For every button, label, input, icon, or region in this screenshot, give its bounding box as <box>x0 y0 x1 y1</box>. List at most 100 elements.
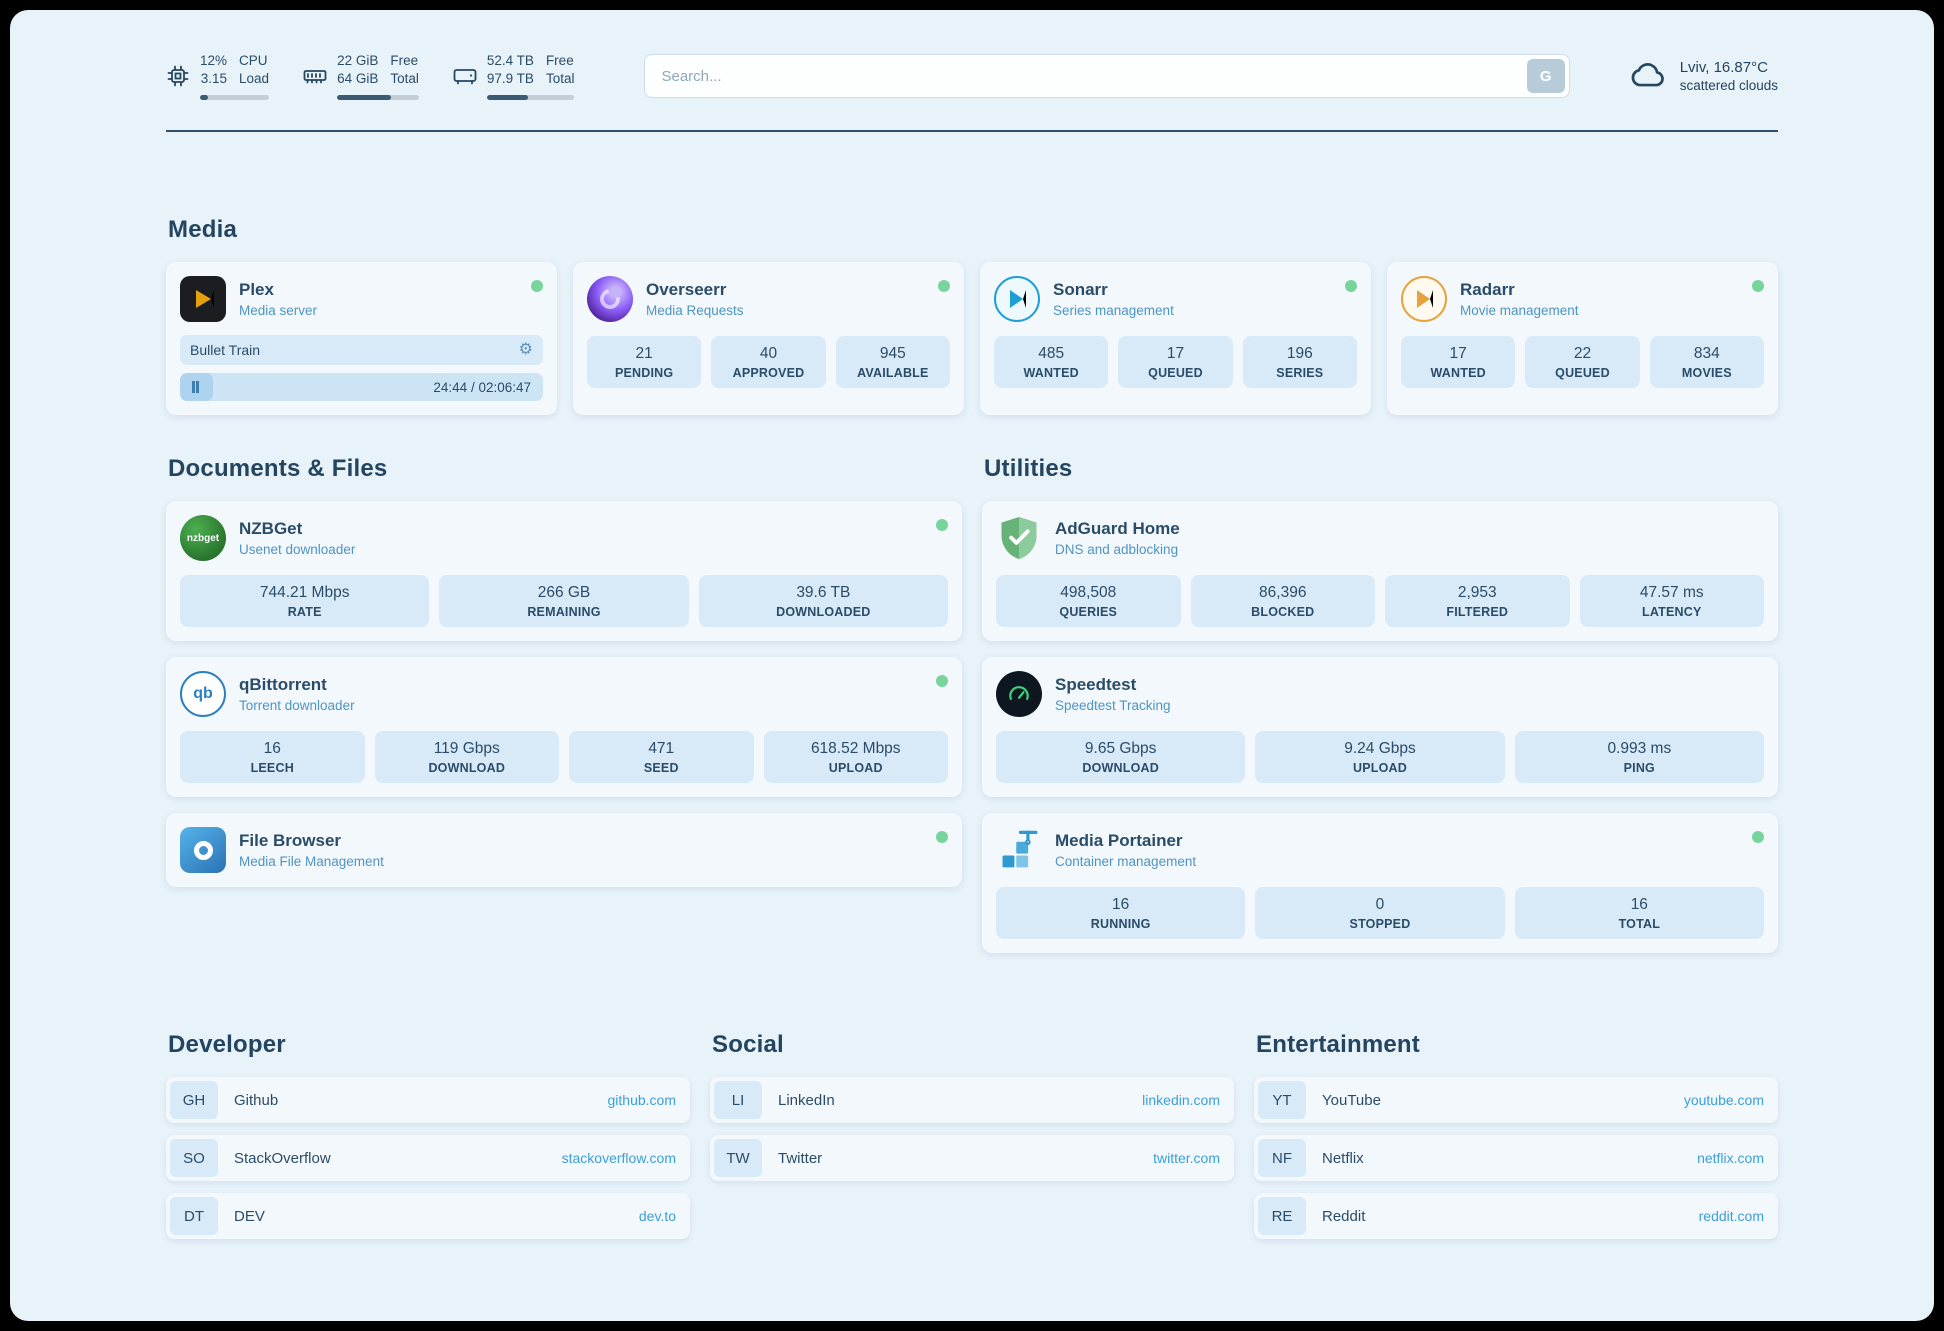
bookmark-abbr: DT <box>170 1197 218 1236</box>
disk-total-label: Total <box>545 71 575 87</box>
section-title-social: Social <box>712 1031 784 1059</box>
pause-icon[interactable] <box>192 381 199 394</box>
service-name: Media Portainer <box>1055 831 1183 851</box>
stat-stopped: 0 STOPPED <box>1255 887 1505 940</box>
service-name: qBittorrent <box>239 675 327 695</box>
service-card-sonarr[interactable]: Sonarr Series management 485 WANTED 17 Q… <box>980 262 1371 416</box>
bookmark-abbr: NF <box>1258 1139 1306 1178</box>
cpu-label: CPU <box>239 53 268 68</box>
weather-cloud-icon <box>1630 58 1668 95</box>
status-dot <box>936 675 948 688</box>
portainer-crane-icon <box>996 827 1042 873</box>
qbittorrent-icon: qb <box>180 671 226 718</box>
bookmark-name: Reddit <box>1322 1207 1366 1225</box>
stat-download: 9.65 Gbps DOWNLOAD <box>996 731 1246 784</box>
service-card-filebrowser[interactable]: File Browser Media File Management <box>166 813 962 888</box>
search-provider-button[interactable]: G <box>1526 59 1565 94</box>
bookmark-netflix[interactable]: NF Netflix netflix.com <box>1254 1135 1778 1182</box>
stat-ping: 0.993 ms PING <box>1514 731 1764 784</box>
memory-progress-bar <box>337 95 419 101</box>
bookmark-stackoverflow[interactable]: SO StackOverflow stackoverflow.com <box>166 1135 690 1182</box>
dashboard-page: 12% 3.15 CPU Load <box>10 10 1934 1322</box>
cpu-widget: 12% 3.15 CPU Load <box>166 52 270 101</box>
bookmark-url: github.com <box>607 1092 676 1109</box>
bookmark-youtube[interactable]: YT YouTube youtube.com <box>1254 1077 1778 1124</box>
service-subtitle: Media File Management <box>239 854 384 870</box>
bookmark-group-developer: Developer GH Github github.com SO StackO… <box>166 1031 690 1251</box>
section-title-documents: Documents & Files <box>168 455 388 483</box>
bookmark-abbr: LI <box>714 1081 762 1120</box>
bookmark-name: YouTube <box>1322 1091 1381 1109</box>
bookmark-dev[interactable]: DT DEV dev.to <box>166 1193 690 1240</box>
memory-free-label: Free <box>390 53 419 68</box>
bookmark-abbr: GH <box>170 1081 218 1120</box>
search-box: G <box>644 54 1570 99</box>
stat-remaining: 266 GB REMAINING <box>439 575 689 628</box>
service-name: Overseerr <box>646 280 727 300</box>
disk-icon <box>453 64 477 88</box>
memory-free: 22 GiB <box>337 53 379 68</box>
service-card-qbittorrent[interactable]: qb qBittorrent Torrent downloader 16 LEE… <box>166 657 962 798</box>
bookmark-name: Twitter <box>778 1149 823 1167</box>
bookmark-url: dev.to <box>638 1208 676 1225</box>
status-dot <box>936 519 948 532</box>
cpu-load-label: Load <box>239 71 270 87</box>
service-subtitle: DNS and adblocking <box>1055 542 1179 558</box>
bookmark-name: DEV <box>234 1207 265 1225</box>
cpu-percent: 12% <box>200 53 228 68</box>
stat-download: 119 Gbps DOWNLOAD <box>374 731 559 784</box>
status-dot <box>1752 280 1764 293</box>
bookmark-twitter[interactable]: TW Twitter twitter.com <box>710 1135 1234 1182</box>
gear-icon[interactable]: ⚙ <box>518 341 533 359</box>
service-name: AdGuard Home <box>1055 519 1180 539</box>
bookmark-url: stackoverflow.com <box>561 1150 676 1167</box>
bookmark-url: reddit.com <box>1698 1208 1764 1225</box>
service-subtitle: Movie management <box>1460 303 1579 319</box>
service-subtitle: Media Requests <box>646 303 744 319</box>
stat-downloaded: 39.6 TB DOWNLOADED <box>698 575 948 628</box>
service-card-adguard[interactable]: AdGuard Home DNS and adblocking 498,508 … <box>982 501 1778 642</box>
memory-icon <box>303 64 327 88</box>
bookmark-url: youtube.com <box>1683 1092 1764 1109</box>
status-dot <box>936 831 948 844</box>
stat-series: 196 SERIES <box>1242 336 1357 389</box>
bookmark-name: StackOverflow <box>234 1149 331 1167</box>
bookmark-name: Netflix <box>1322 1149 1364 1167</box>
bookmark-reddit[interactable]: RE Reddit reddit.com <box>1254 1193 1778 1240</box>
service-subtitle: Container management <box>1055 854 1197 870</box>
search-input[interactable] <box>644 54 1570 99</box>
adguard-shield-icon <box>996 515 1042 561</box>
disk-total: 97.9 TB <box>486 71 534 87</box>
track-title: Bullet Train <box>190 342 261 359</box>
section-title-developer: Developer <box>168 1031 286 1059</box>
service-card-nzbget[interactable]: nzbget NZBGet Usenet downloader 744.21 M… <box>166 501 962 642</box>
bookmark-url: linkedin.com <box>1142 1092 1220 1109</box>
bookmark-linkedin[interactable]: LI LinkedIn linkedin.com <box>710 1077 1234 1124</box>
service-subtitle: Speedtest Tracking <box>1055 698 1171 714</box>
plex-icon <box>180 276 226 323</box>
bookmark-name: Github <box>234 1091 279 1109</box>
service-name: Plex <box>239 280 274 300</box>
stat-total: 16 TOTAL <box>1514 887 1764 940</box>
weather-widget[interactable]: Lviv, 16.87°C scattered clouds <box>1630 58 1778 95</box>
disk-widget: 52.4 TB 97.9 TB Free Total <box>453 52 575 101</box>
cpu-chip-icon <box>166 64 190 88</box>
disk-progress-bar <box>486 95 575 101</box>
memory-total: 64 GiB <box>337 71 379 87</box>
service-card-overseerr[interactable]: Overseerr Media Requests 21 PENDING 40 A… <box>573 262 964 416</box>
service-card-portainer[interactable]: Media Portainer Container management 16 … <box>982 813 1778 954</box>
overseerr-icon <box>587 276 633 323</box>
stat-queued: 22 QUEUED <box>1525 336 1640 389</box>
playback-progress-bar[interactable]: 24:44 / 02:06:47 <box>180 373 543 402</box>
stat-wanted: 485 WANTED <box>994 336 1109 389</box>
service-subtitle: Usenet downloader <box>239 542 356 558</box>
service-card-plex[interactable]: Plex Media server Bullet Train ⚙ 24:44 /… <box>166 262 557 416</box>
stat-upload: 9.24 Gbps UPLOAD <box>1255 731 1505 784</box>
service-card-radarr[interactable]: Radarr Movie management 17 WANTED 22 QUE… <box>1387 262 1778 416</box>
service-card-speedtest[interactable]: Speedtest Speedtest Tracking 9.65 Gbps D… <box>982 657 1778 798</box>
bookmark-url: twitter.com <box>1153 1150 1220 1167</box>
stat-latency: 47.57 ms LATENCY <box>1579 575 1764 628</box>
status-dot <box>1752 831 1764 844</box>
bookmark-github[interactable]: GH Github github.com <box>166 1077 690 1124</box>
service-subtitle: Series management <box>1053 303 1174 319</box>
